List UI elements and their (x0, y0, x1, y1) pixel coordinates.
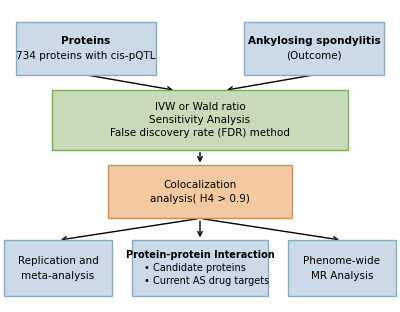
Text: • Candidate proteins: • Candidate proteins (144, 263, 246, 273)
Text: Proteins: Proteins (61, 36, 111, 46)
Text: False discovery rate (FDR) method: False discovery rate (FDR) method (110, 128, 290, 138)
FancyBboxPatch shape (244, 22, 384, 75)
FancyBboxPatch shape (108, 165, 292, 218)
FancyBboxPatch shape (16, 22, 156, 75)
Text: Colocalization: Colocalization (163, 180, 237, 190)
FancyBboxPatch shape (288, 240, 396, 296)
Text: meta-analysis: meta-analysis (21, 271, 95, 280)
FancyBboxPatch shape (52, 90, 348, 150)
Text: Phenome-wide: Phenome-wide (304, 256, 380, 266)
Text: IVW or Wald ratio: IVW or Wald ratio (155, 102, 245, 112)
Text: (Outcome): (Outcome) (286, 51, 342, 61)
Text: • Current AS drug targets: • Current AS drug targets (144, 276, 269, 286)
Text: Replication and: Replication and (18, 256, 98, 266)
FancyBboxPatch shape (4, 240, 112, 296)
Text: analysis( H4 > 0.9): analysis( H4 > 0.9) (150, 194, 250, 204)
FancyBboxPatch shape (132, 240, 268, 296)
Text: Protein-protein Interaction: Protein-protein Interaction (126, 250, 274, 260)
Text: MR Analysis: MR Analysis (311, 271, 373, 280)
Text: Ankylosing spondylitis: Ankylosing spondylitis (248, 36, 380, 46)
Text: 734 proteins with cis-pQTL: 734 proteins with cis-pQTL (16, 51, 156, 61)
Text: Sensitivity Analysis: Sensitivity Analysis (150, 115, 250, 125)
